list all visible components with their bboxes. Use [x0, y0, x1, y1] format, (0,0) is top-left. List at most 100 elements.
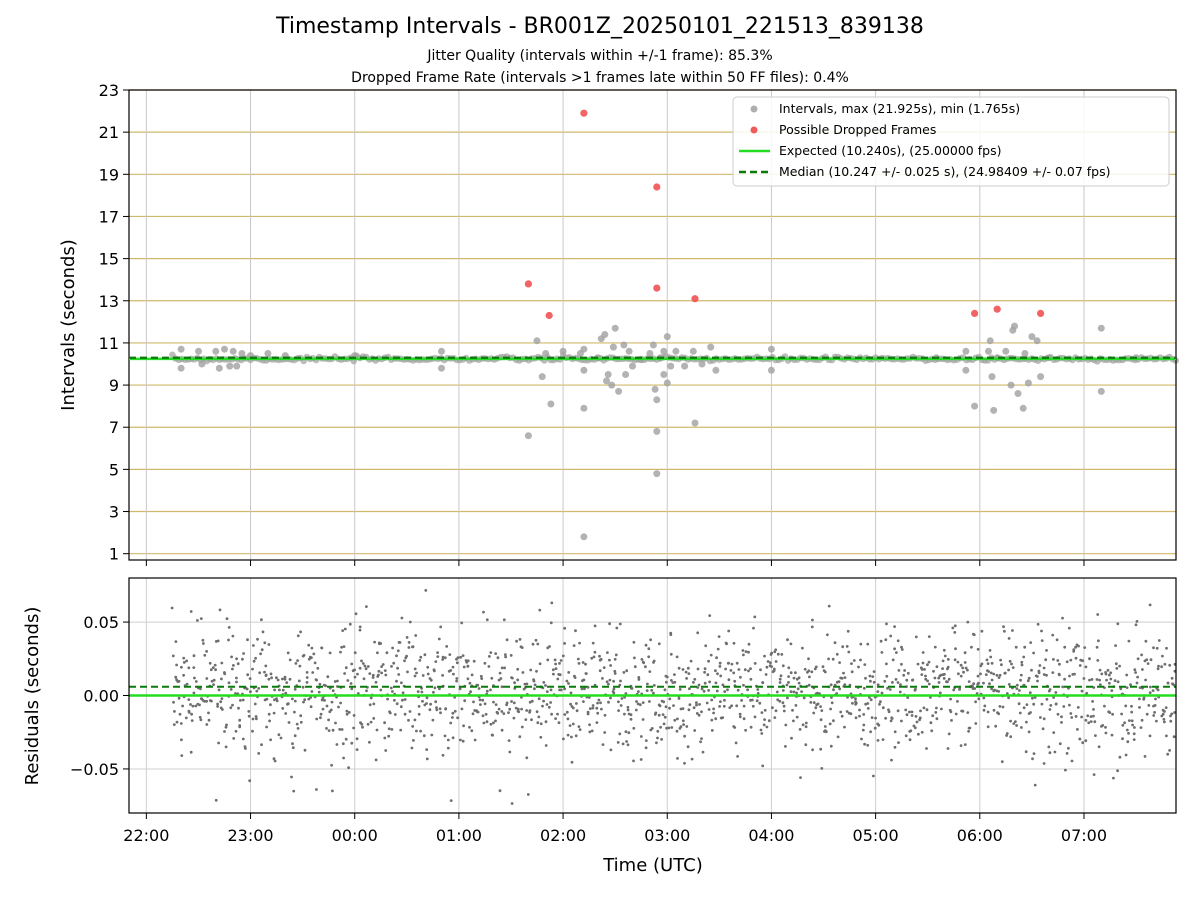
residual-point	[504, 653, 507, 657]
residual-point	[908, 710, 911, 714]
residual-point	[900, 648, 904, 651]
residual-point	[350, 741, 354, 745]
residual-point	[1121, 723, 1125, 727]
residual-point	[257, 687, 261, 690]
residual-point	[286, 651, 290, 655]
residual-point	[790, 736, 793, 740]
residual-point	[307, 643, 311, 647]
residual-point	[1116, 680, 1120, 684]
residual-point	[811, 748, 814, 752]
residual-point	[303, 748, 307, 752]
residual-point	[318, 682, 322, 686]
residual-point	[426, 672, 430, 676]
y-tick-label: 21	[99, 123, 119, 142]
residual-point	[1036, 675, 1039, 678]
residual-point	[727, 678, 731, 682]
residual-point	[219, 700, 223, 704]
residual-point	[505, 701, 509, 705]
residual-point	[893, 730, 897, 734]
residual-point	[753, 715, 757, 719]
residual-point	[507, 739, 511, 742]
residual-point	[559, 659, 563, 662]
residual-point	[943, 654, 947, 658]
residual-point	[548, 645, 551, 648]
residual-point	[230, 655, 234, 659]
residual-point	[287, 721, 291, 724]
residual-point	[194, 704, 198, 708]
residual-point	[371, 673, 375, 677]
residual-point	[1028, 691, 1032, 695]
residual-point	[459, 738, 462, 742]
residual-point	[384, 673, 388, 677]
residual-point	[520, 646, 524, 649]
residual-point	[431, 718, 435, 722]
residual-point	[697, 713, 701, 717]
residual-point	[368, 740, 371, 744]
residual-point	[575, 702, 578, 705]
residual-point	[639, 758, 643, 761]
residual-point	[1124, 753, 1128, 757]
residual-point	[530, 699, 534, 703]
residual-point	[1078, 737, 1082, 741]
residual-point	[1070, 759, 1074, 763]
residual-point	[667, 726, 671, 730]
residual-point	[319, 712, 323, 716]
residual-point	[580, 687, 584, 691]
residual-point	[232, 737, 236, 740]
residual-point	[804, 743, 808, 747]
residual-point	[941, 659, 945, 663]
residual-point	[925, 708, 929, 712]
residual-point	[709, 653, 713, 657]
residual-point	[670, 726, 674, 729]
residual-point	[632, 726, 636, 730]
residual-point	[872, 670, 876, 673]
interval-point	[229, 347, 237, 355]
residual-point	[485, 689, 489, 693]
residual-point	[652, 684, 656, 687]
residual-point	[309, 696, 312, 699]
residual-point	[781, 701, 785, 705]
residual-point	[1082, 677, 1086, 680]
residual-point	[512, 701, 516, 705]
interval-point	[1019, 404, 1027, 412]
residual-point	[1000, 663, 1003, 667]
interval-point	[611, 324, 619, 332]
residual-point	[900, 662, 903, 666]
residual-point	[770, 651, 774, 655]
residual-point	[556, 712, 559, 716]
x-tick-label: 05:00	[853, 826, 899, 845]
residual-point	[1105, 678, 1108, 682]
residual-point	[1023, 645, 1027, 649]
residual-point	[1042, 673, 1046, 676]
residual-point	[749, 677, 753, 681]
residual-point	[1030, 668, 1033, 672]
residual-point	[730, 704, 733, 708]
residual-point	[889, 719, 893, 723]
residual-point	[1165, 646, 1168, 650]
interval-point	[580, 366, 588, 374]
residual-point	[909, 729, 913, 733]
residual-point	[982, 708, 986, 712]
residual-point	[816, 691, 819, 695]
residual-point	[1061, 685, 1065, 689]
residual-point	[246, 673, 250, 677]
residual-point	[762, 723, 766, 727]
residual-point	[1141, 668, 1144, 671]
residual-point	[761, 764, 765, 768]
residual-point	[1037, 671, 1041, 675]
residual-point	[550, 712, 553, 716]
residual-point	[572, 644, 576, 647]
residual-point	[1010, 662, 1013, 666]
residual-point	[801, 723, 805, 727]
residual-point	[997, 690, 1000, 693]
residual-point	[515, 639, 518, 643]
residual-point	[897, 741, 900, 744]
residual-point	[436, 651, 439, 654]
residual-point	[338, 728, 342, 731]
residual-point	[847, 650, 851, 654]
residual-point	[747, 669, 750, 673]
residual-point	[577, 725, 581, 728]
residual-point	[920, 673, 924, 676]
